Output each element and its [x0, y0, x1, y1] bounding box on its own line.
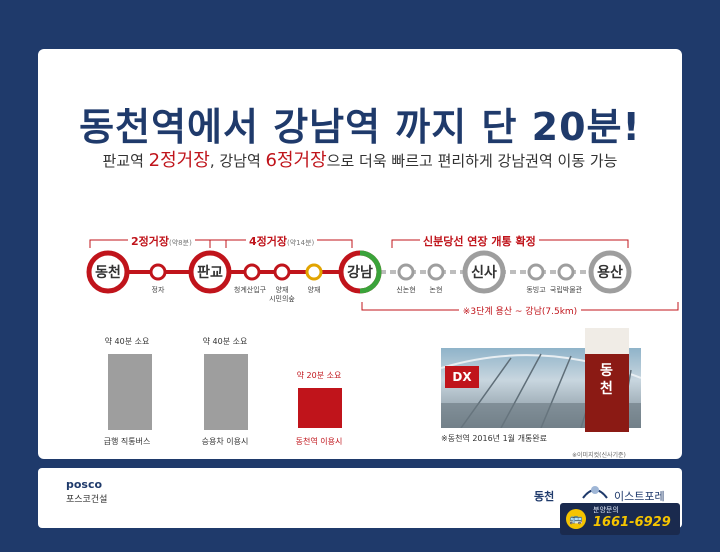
photo-note: ※이미지컷(신사기준): [572, 452, 626, 459]
subline-part1: 판교역: [102, 152, 149, 170]
brand-emblem-icon: [582, 486, 608, 499]
posco-logo: posco: [66, 478, 103, 491]
hotline-title: 분양문의: [593, 506, 619, 514]
svg-text:신사: 신사: [471, 265, 497, 281]
station-label-cheonggyesan: 청계산입구: [233, 286, 267, 294]
station-label-nonhyeon: 논현: [429, 286, 443, 294]
subline-part2: , 강남역: [209, 152, 266, 170]
svg-text:판교: 판교: [197, 265, 223, 281]
bar-car: [204, 354, 248, 430]
station-dot-dongbinggo: [527, 263, 545, 281]
station-dot-yangjae: [305, 263, 323, 281]
station-dot-nonhyeon: [427, 263, 445, 281]
bar-caption-subway: 약 20분 소요: [296, 371, 342, 380]
bar-label-subway: 동천역 이용시: [295, 437, 343, 446]
station-label-dongbinggo: 동빙고: [526, 286, 546, 294]
bar-label-bus: 급행 직통버스: [103, 437, 151, 446]
svg-text:동천: 동천: [95, 265, 121, 281]
tower-text: 동천: [600, 363, 613, 397]
station-gangnam: 강남: [338, 250, 382, 294]
station-dongcheon: 동천: [86, 250, 130, 294]
bar-caption-bus: 약 40분 소요: [104, 337, 150, 346]
station-label-museum: 국립박물관: [549, 286, 583, 294]
extension-label: ※3단계 용산 ~ 강남(7.5km): [362, 304, 678, 317]
station-yongsan: 용산: [588, 250, 632, 294]
station-dot-yangjae-forest: [273, 263, 291, 281]
station-label-jeongja: 정자: [151, 286, 165, 294]
station-label-yangjae-forest: 양재 시민의숲: [269, 286, 295, 303]
hotline-number[interactable]: 1661-6929: [593, 515, 671, 530]
station-dot-sinnonhyeon: [397, 263, 415, 281]
subheadline: 판교역 2정거장, 강남역 6정거장으로 더욱 빠르고 편리하게 강남권역 이동…: [0, 146, 720, 172]
route-map: 동천 판교 강남 신사 용산: [86, 239, 679, 311]
brand-name-right: 이스트포레: [614, 490, 665, 503]
station-dot-cheonggyesan: [243, 263, 261, 281]
bracket-label-extension: 신분당선 연장 개통 확정: [420, 233, 539, 249]
bar-caption-car: 약 40분 소요: [202, 337, 248, 346]
bracket-label-2stops: 2정거장(약8분): [128, 233, 195, 249]
bar-subway: [298, 388, 342, 428]
svg-text:강남: 강남: [347, 264, 373, 281]
station-sinsa: 신사: [462, 250, 506, 294]
brand-name-left: 동천: [534, 490, 555, 503]
posco-kr-name: 포스코건설: [66, 495, 108, 505]
headline: 동천역에서 강남역 까지 단 20분!: [79, 105, 641, 149]
subline-red2: 6정거장: [265, 150, 327, 171]
bracket-label-4stops: 4정거장(약14분): [246, 233, 318, 249]
station-dot-jeongja: [149, 263, 167, 281]
station-pangyo: 판교: [188, 250, 232, 294]
svg-text:용산: 용산: [597, 264, 623, 281]
tower-top-panel: [585, 328, 629, 354]
bus-icon: 🚌: [566, 509, 586, 529]
dx-sign: DX: [445, 366, 479, 388]
subline-red1: 2정거장: [148, 150, 210, 171]
subline-part3: 으로 더욱 빠르고 편리하게 강남권역 이동 가능: [326, 152, 618, 170]
bar-label-car: 승용차 이용시: [201, 437, 249, 446]
bar-bus: [108, 354, 152, 430]
station-dot-museum: [557, 263, 575, 281]
station-label-yangjae: 양재: [307, 286, 321, 294]
station-label-sinnonhyeon: 신논현: [396, 286, 416, 294]
photo-caption: ※동천역 2016년 1월 개통완료: [441, 434, 548, 443]
